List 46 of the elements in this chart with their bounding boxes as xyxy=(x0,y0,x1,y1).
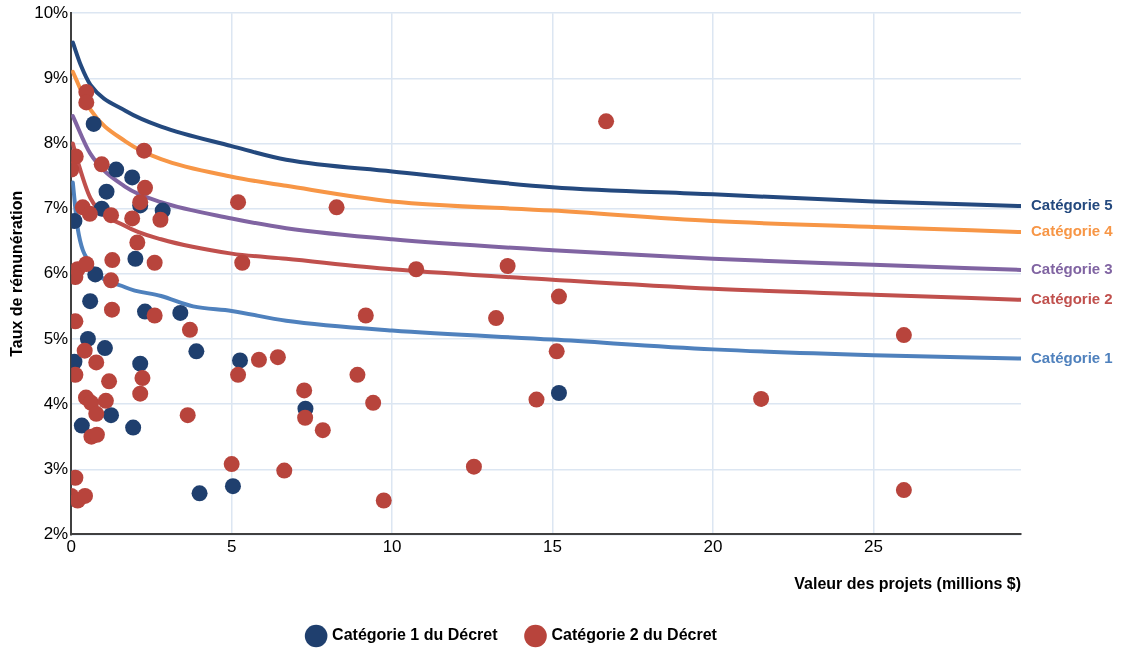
point xyxy=(85,115,102,132)
point xyxy=(125,419,142,436)
y-tick-label: 9% xyxy=(43,68,69,88)
point xyxy=(96,340,113,357)
line-series xyxy=(71,114,1021,272)
y-tick-label: 3% xyxy=(43,458,69,478)
x-tick-label: 25 xyxy=(863,537,883,557)
point xyxy=(87,266,104,283)
line-series xyxy=(71,69,1021,235)
x-tick-label: 5 xyxy=(226,537,237,557)
line-series xyxy=(71,141,1021,302)
y-tick-label: 10% xyxy=(34,2,69,22)
x-tick-label: 10 xyxy=(382,537,402,557)
point xyxy=(172,304,189,321)
y-tick-label: 4% xyxy=(43,393,69,413)
series-label: Catégorie 2 xyxy=(1031,290,1113,307)
point xyxy=(103,407,120,424)
legend-label: Catégorie 2 du Décret xyxy=(551,626,718,644)
series-label: Catégorie 5 xyxy=(1031,196,1113,214)
series-label: Catégorie 1 xyxy=(1031,348,1113,366)
point xyxy=(124,169,141,186)
y-tick-label: 7% xyxy=(43,198,69,218)
x-tick-label: 15 xyxy=(543,537,562,557)
point xyxy=(98,183,115,200)
y-axis-title: Taux de rémunération xyxy=(8,190,26,357)
point xyxy=(232,352,248,369)
legend-label: Catégorie 1 du Décret xyxy=(332,626,499,644)
x-tick-label: 20 xyxy=(703,537,723,557)
y-tick-label: 6% xyxy=(43,263,69,283)
x-axis-title: Valeur des projets (millions $) xyxy=(794,574,1021,592)
point xyxy=(132,355,149,372)
point xyxy=(188,343,205,360)
series-label: Catégorie 4 xyxy=(1031,222,1114,240)
line-series xyxy=(71,40,1021,209)
point xyxy=(191,485,208,502)
line-series xyxy=(71,180,1021,361)
point xyxy=(550,385,567,402)
point xyxy=(82,293,99,310)
point xyxy=(73,417,90,434)
point xyxy=(224,478,241,495)
point xyxy=(127,250,144,267)
x-tick-label: 0 xyxy=(66,537,76,557)
y-tick-label: 5% xyxy=(43,328,69,348)
y-tick-label: 8% xyxy=(43,133,69,153)
series-label: Catégorie 3 xyxy=(1031,260,1113,278)
point xyxy=(108,161,125,178)
